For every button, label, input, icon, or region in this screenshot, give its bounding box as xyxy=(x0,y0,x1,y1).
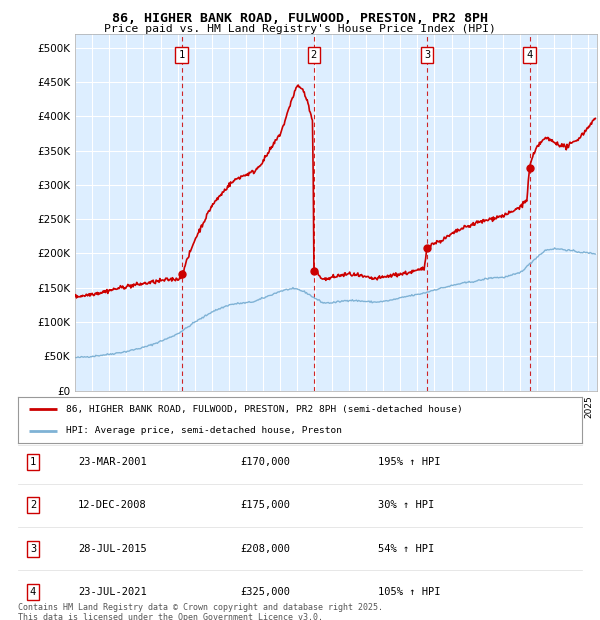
Text: £175,000: £175,000 xyxy=(240,500,290,510)
Text: 30% ↑ HPI: 30% ↑ HPI xyxy=(378,500,434,510)
Text: Contains HM Land Registry data © Crown copyright and database right 2025.
This d: Contains HM Land Registry data © Crown c… xyxy=(18,603,383,620)
Text: 12-DEC-2008: 12-DEC-2008 xyxy=(78,500,147,510)
Text: 54% ↑ HPI: 54% ↑ HPI xyxy=(378,544,434,554)
Text: £325,000: £325,000 xyxy=(240,587,290,597)
Text: £208,000: £208,000 xyxy=(240,544,290,554)
Text: £170,000: £170,000 xyxy=(240,457,290,467)
Text: Price paid vs. HM Land Registry's House Price Index (HPI): Price paid vs. HM Land Registry's House … xyxy=(104,24,496,33)
Text: 4: 4 xyxy=(30,587,36,597)
Text: HPI: Average price, semi-detached house, Preston: HPI: Average price, semi-detached house,… xyxy=(66,426,342,435)
Text: 105% ↑ HPI: 105% ↑ HPI xyxy=(378,587,440,597)
Text: 3: 3 xyxy=(424,50,430,60)
Text: 23-MAR-2001: 23-MAR-2001 xyxy=(78,457,147,467)
Text: 86, HIGHER BANK ROAD, FULWOOD, PRESTON, PR2 8PH (semi-detached house): 86, HIGHER BANK ROAD, FULWOOD, PRESTON, … xyxy=(66,405,463,414)
Text: 2: 2 xyxy=(30,500,36,510)
Text: 4: 4 xyxy=(526,50,533,60)
Text: 28-JUL-2015: 28-JUL-2015 xyxy=(78,544,147,554)
Text: 195% ↑ HPI: 195% ↑ HPI xyxy=(378,457,440,467)
Text: 1: 1 xyxy=(178,50,185,60)
Text: 86, HIGHER BANK ROAD, FULWOOD, PRESTON, PR2 8PH: 86, HIGHER BANK ROAD, FULWOOD, PRESTON, … xyxy=(112,12,488,25)
Text: 2: 2 xyxy=(311,50,317,60)
Text: 3: 3 xyxy=(30,544,36,554)
Text: 1: 1 xyxy=(30,457,36,467)
Text: 23-JUL-2021: 23-JUL-2021 xyxy=(78,587,147,597)
